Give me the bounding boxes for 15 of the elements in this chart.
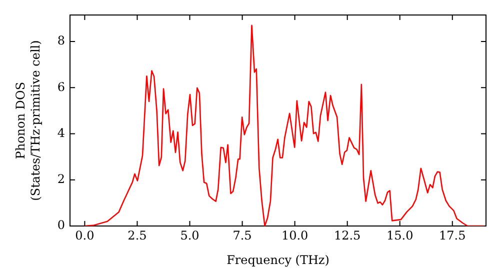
x-tick-label: 5.0	[180, 228, 200, 242]
y-tick-label: 8	[57, 34, 65, 48]
y-tick-label: 0	[57, 218, 65, 232]
x-tick-label: 12.5	[334, 228, 361, 242]
x-axis-title: Frequency (THz)	[226, 252, 330, 267]
x-tick-label: 17.5	[439, 228, 466, 242]
y-tick-label: 2	[57, 172, 65, 186]
x-tick-label: 0.0	[75, 228, 94, 242]
x-tick-label: 7.5	[232, 228, 252, 242]
y-tick-label: 4	[57, 126, 66, 140]
y-axis-title: Phonon DOS (States/THz·primitive cell)	[14, 40, 43, 201]
x-tick-label: 15.0	[386, 228, 414, 242]
x-tick-label: 2.5	[128, 228, 147, 242]
y-tick-label: 6	[57, 80, 65, 94]
x-tick-label: 10.0	[281, 228, 308, 242]
